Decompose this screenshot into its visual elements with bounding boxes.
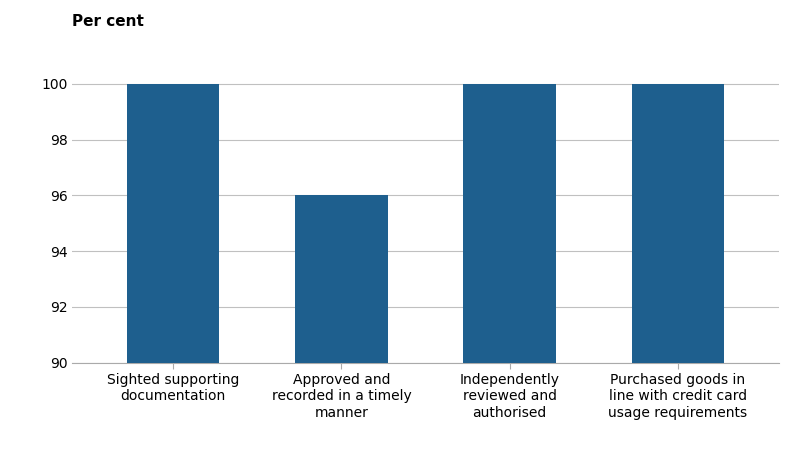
Bar — [295, 195, 387, 363]
Bar — [127, 84, 219, 363]
Text: Per cent: Per cent — [72, 14, 144, 29]
Bar — [463, 84, 555, 363]
Bar — [631, 84, 723, 363]
